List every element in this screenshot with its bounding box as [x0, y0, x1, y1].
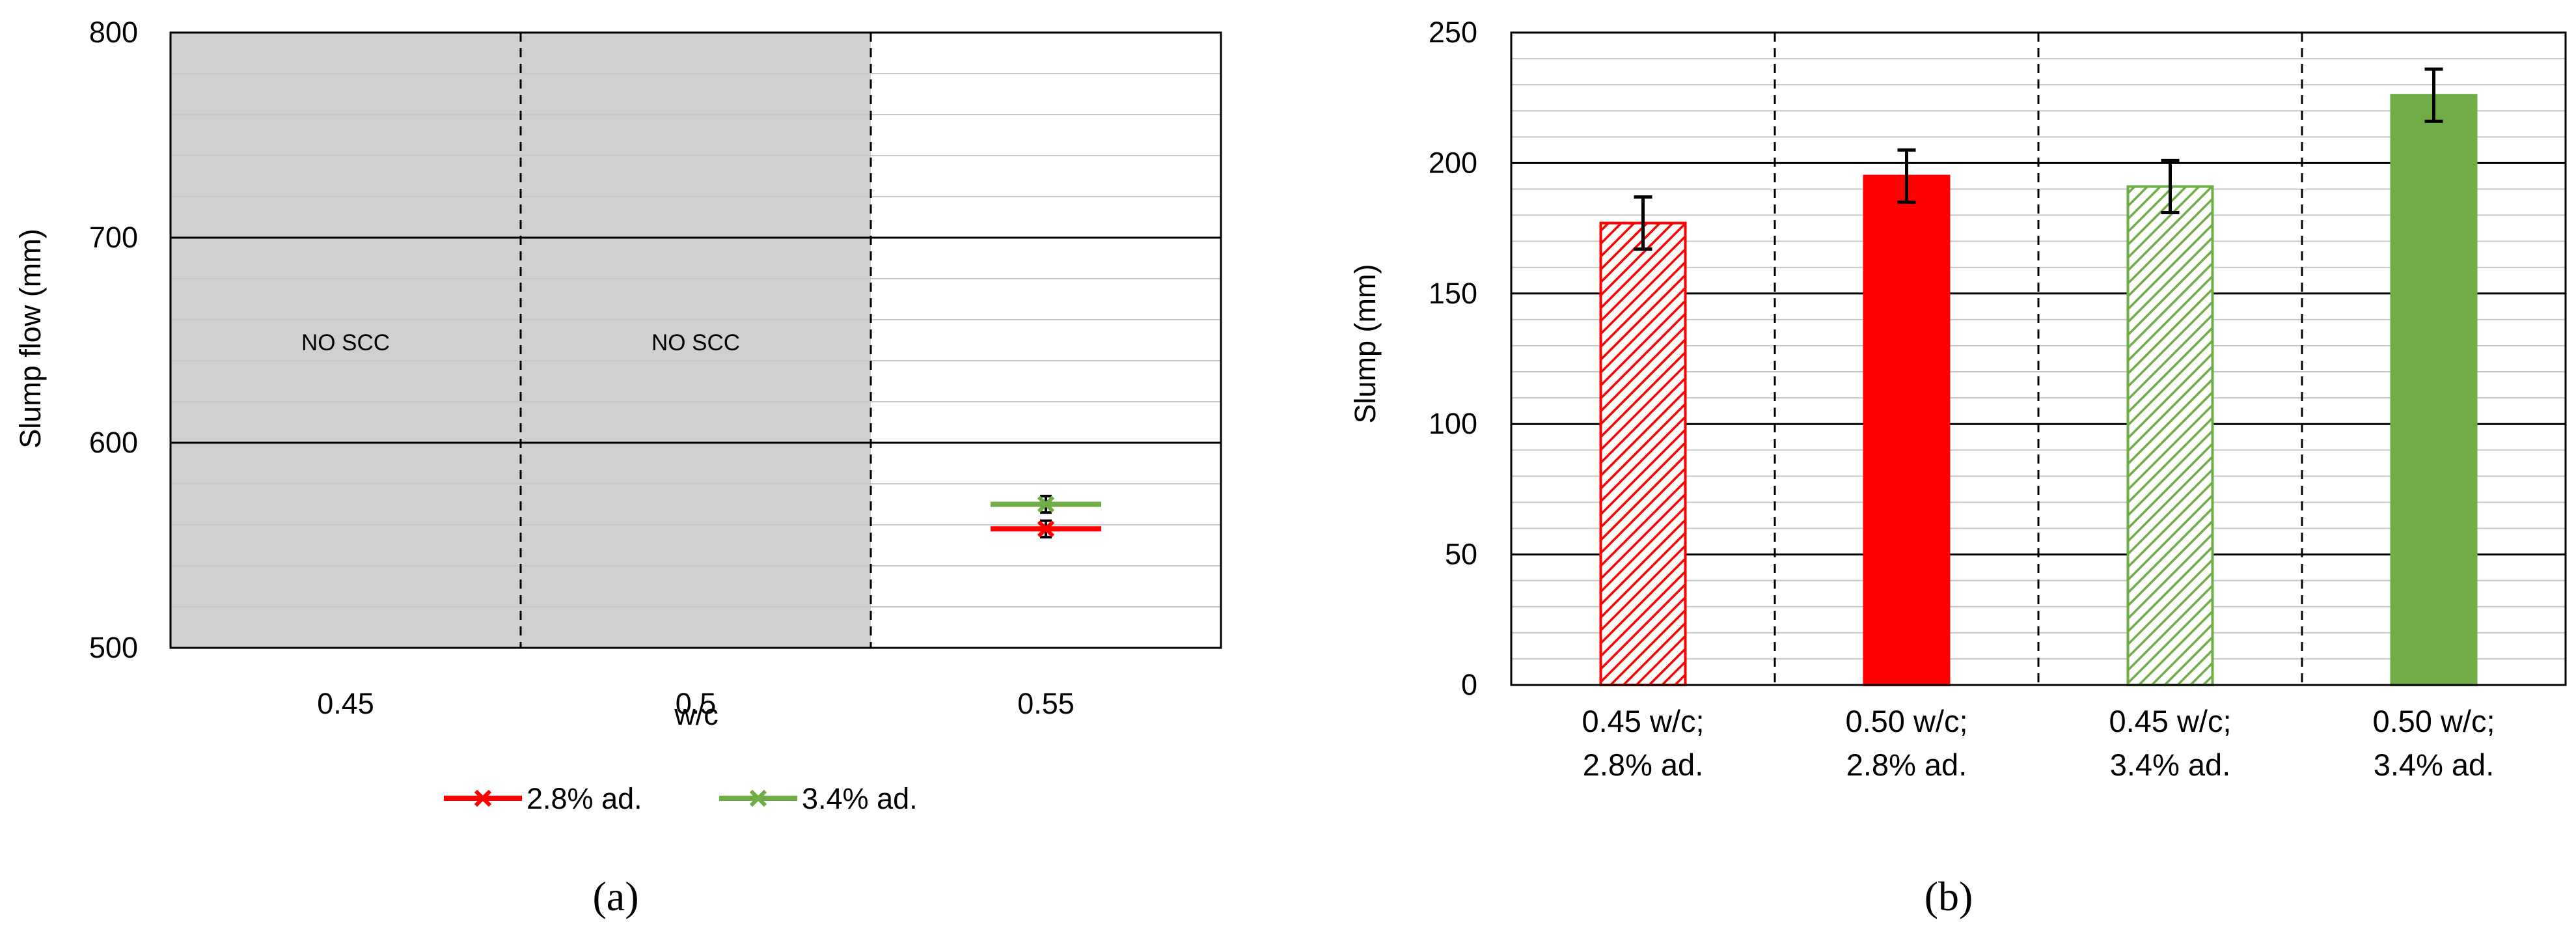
x-tick-labels: 0.45 w/c; 2.8% ad. 0.50 w/c; 2.8% ad. 0.45 w…	[1582, 704, 2495, 782]
y-tick-label: 600	[89, 426, 138, 459]
y-tick-label: 800	[89, 16, 138, 49]
y-tick-label: 500	[89, 631, 138, 664]
x-tick-labels: 0.45 0.5 0.55	[317, 687, 1075, 720]
panel-label: (a)	[592, 873, 638, 919]
panel-label: (b)	[1925, 873, 1973, 919]
x-tick-label: 0.55	[1017, 687, 1075, 720]
no-scc-annotation: NO SCC	[651, 330, 740, 356]
x-tick-label: 3.4% ad.	[2110, 747, 2231, 782]
x-tick-label: 3.4% ad.	[2374, 747, 2495, 782]
legend-marker	[474, 789, 492, 807]
annotations: NO SCC NO SCC	[301, 330, 740, 356]
x-tick-label: 0.45 w/c;	[1582, 704, 1704, 738]
error-bars	[1634, 67, 2443, 251]
x-axis-title: w/c	[674, 698, 719, 731]
category-dividers	[1774, 33, 2303, 685]
bars	[1599, 94, 2478, 687]
no-scc-annotation: NO SCC	[301, 330, 390, 356]
bar	[2126, 185, 2214, 686]
y-tick-labels: 500 600 700 800	[89, 16, 138, 664]
slump-flow-chart: 500 600 700 800 0.45 0.5 0.55 NO SCC NO SCC Sl…	[14, 16, 1222, 919]
y-tick-label: 200	[1429, 146, 1477, 179]
data-point-marker	[1037, 520, 1055, 538]
x-tick-label: 2.8% ad.	[1846, 747, 1967, 782]
y-tick-label: 50	[1445, 538, 1477, 571]
data-point-marker	[1037, 495, 1055, 513]
y-axis-title: Slump flow (mm)	[14, 229, 47, 449]
category-dividers	[519, 33, 872, 648]
legend: 2.8% ad. 3.4% ad.	[444, 782, 918, 815]
slump-bar-chart: 0 50 100 150 200 250 0.45 w/c; 2.8% ad. 0.50 w/…	[1349, 16, 2567, 919]
bar	[2390, 94, 2478, 686]
plot-area-border	[169, 31, 1222, 649]
bar	[1599, 221, 1687, 687]
x-tick-label: 2.8% ad.	[1583, 747, 1704, 782]
series-marks	[991, 494, 1101, 538]
x-tick-label: 0.45 w/c;	[2109, 704, 2231, 738]
y-tick-label: 700	[89, 221, 138, 254]
x-tick-label: 0.45	[317, 687, 374, 720]
gridlines	[171, 73, 1221, 607]
legend-label: 3.4% ad.	[802, 782, 918, 815]
x-tick-label: 0.5	[676, 687, 717, 720]
bar	[1863, 174, 1951, 686]
y-tick-label: 250	[1429, 16, 1477, 49]
legend-marker	[749, 789, 767, 807]
y-tick-label: 150	[1429, 277, 1477, 310]
y-axis-title: Slump (mm)	[1349, 264, 1382, 424]
y-tick-label: 100	[1429, 407, 1477, 440]
x-tick-label: 0.50 w/c;	[2372, 704, 2495, 738]
legend-label: 2.8% ad.	[527, 782, 642, 815]
y-tick-labels: 0 50 100 150 200 250	[1429, 16, 1477, 701]
x-tick-label: 0.50 w/c;	[1845, 704, 1967, 738]
plot-area-border	[1510, 31, 2567, 686]
y-tick-label: 0	[1461, 668, 1477, 701]
